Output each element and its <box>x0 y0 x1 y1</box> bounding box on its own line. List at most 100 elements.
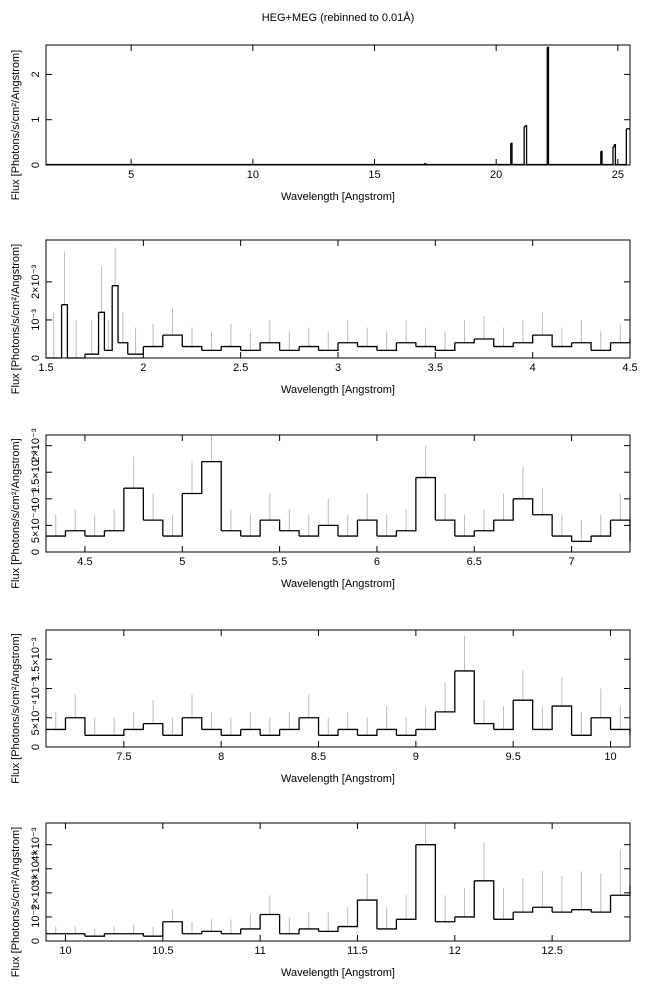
spectrum-step <box>338 728 359 736</box>
spectrum-step <box>240 520 261 537</box>
spectrum-step <box>493 700 514 731</box>
spectrum-step <box>162 334 183 347</box>
x-axis-label: Wavelength [Angstrom] <box>281 191 395 203</box>
spectrum-step <box>299 525 320 537</box>
spectrum-step <box>357 729 378 736</box>
spectrum-step <box>143 722 164 736</box>
spectrum-step <box>493 342 514 348</box>
spectrum-step <box>376 919 398 930</box>
plot-frame <box>45 434 631 553</box>
y-tick-label: 1.5×10⁻³ <box>30 450 42 494</box>
spectrum-step <box>552 705 573 736</box>
spectrum-step <box>454 880 475 918</box>
y-tick-label: 5×10⁻⁴ <box>30 700 42 736</box>
x-axis-label: Wavelength [Angstrom] <box>281 578 395 590</box>
y-tick-label: 10⁻³ <box>30 677 42 699</box>
x-axis-label: Wavelength [Angstrom] <box>281 967 395 979</box>
spectrum-step <box>46 717 67 731</box>
spectrum-step <box>279 530 300 537</box>
spectrum-step <box>571 717 592 736</box>
spectrum-step <box>143 519 164 537</box>
spectrum-step <box>525 124 528 165</box>
spectrum-step <box>240 728 261 736</box>
spectrum-step <box>396 342 417 347</box>
spectrum-step <box>260 913 281 934</box>
spectrum-step <box>454 338 475 344</box>
spectrum-step <box>493 498 514 521</box>
y-axis-label: Flux [Photons/s/cm²/Angstrom] <box>10 50 22 200</box>
spectrum-step <box>435 670 456 713</box>
spectrum-step <box>112 285 119 343</box>
x-tick-label: 6.5 <box>467 556 482 568</box>
spectrum-step <box>376 530 398 537</box>
x-tick-label: 2 <box>140 362 146 374</box>
x-tick-label: 25 <box>612 169 624 181</box>
spectrum-step <box>143 335 164 348</box>
spectrum-step <box>396 729 417 736</box>
spectrum-step <box>318 926 339 933</box>
x-tick-label: 5 <box>128 169 134 181</box>
spectrum-step <box>591 342 612 352</box>
spectrum-step <box>65 933 86 937</box>
spectrum-step <box>600 150 603 165</box>
spectrum-step <box>571 342 592 351</box>
x-tick-label: 4.5 <box>77 556 92 568</box>
y-tick-label: 5×10⁻⁴ <box>30 507 42 543</box>
spectrum-step <box>221 345 242 351</box>
x-tick-label: 10 <box>59 945 71 957</box>
y-tick-label: 1.5×10⁻³ <box>30 637 42 681</box>
spectrum-step <box>415 345 436 351</box>
spectrum-step <box>552 909 573 913</box>
y-tick-label: 10⁻³ <box>30 309 42 331</box>
spectrum-step <box>260 519 281 531</box>
spectrum-step <box>279 717 300 731</box>
x-tick-label: 10 <box>247 169 259 181</box>
x-tick-label: 6 <box>374 556 380 568</box>
spectrum-step <box>182 461 203 495</box>
spectrum-step <box>240 342 261 352</box>
spectrum-step <box>532 514 553 537</box>
spectrum-step <box>376 728 398 736</box>
x-tick-label: 12 <box>449 945 461 957</box>
spectrum-step <box>513 498 534 515</box>
x-tick-label: 3.5 <box>428 362 443 374</box>
x-axis-label: Wavelength [Angstrom] <box>281 773 395 785</box>
x-tick-label: 9.5 <box>506 751 521 763</box>
spectrum-step <box>104 488 125 532</box>
spectrum-step <box>552 535 573 542</box>
x-tick-label: 11.5 <box>347 945 368 957</box>
spectrum-step <box>318 342 339 352</box>
spectrum-step <box>435 916 456 923</box>
y-tick-label: 0 <box>30 162 42 168</box>
spectrum-step <box>547 46 550 165</box>
x-tick-label: 9 <box>413 751 419 763</box>
y-tick-label: 0 <box>30 744 42 750</box>
x-tick-label: 4.5 <box>622 362 637 374</box>
plot-frame <box>45 44 631 166</box>
spectrum-step <box>591 520 612 537</box>
spectrum-step <box>338 520 359 537</box>
y-axis-label: Flux [Photons/s/cm²/Angstrom] <box>10 244 22 394</box>
spectrum-step <box>357 899 378 929</box>
y-axis-label: Flux [Photons/s/cm²/Angstrom] <box>10 827 22 977</box>
spectrum-step <box>240 914 261 930</box>
spectrum-step <box>279 928 300 935</box>
spectrum-step <box>162 717 183 736</box>
spectrum-step <box>338 900 359 928</box>
spectrum-step <box>396 477 417 532</box>
spectrum-step <box>474 338 495 347</box>
spectrum-step <box>65 530 86 537</box>
y-tick-label: 10⁻³ <box>30 488 42 510</box>
y-tick-label: 10⁻³ <box>30 906 42 928</box>
y-tick-label: 2×10⁻³ <box>30 264 42 299</box>
x-tick-label: 15 <box>368 169 380 181</box>
spectrum-step <box>118 342 129 355</box>
spectrum-step <box>532 906 553 913</box>
spectrum-step <box>299 345 320 351</box>
y-tick-label: 2×10⁻³ <box>30 428 42 463</box>
spectrum-step <box>474 520 495 532</box>
spectrum-step <box>415 711 436 731</box>
spectrum-step <box>454 670 475 724</box>
spectrum-step <box>612 144 615 148</box>
x-tick-label: 7 <box>569 556 575 568</box>
